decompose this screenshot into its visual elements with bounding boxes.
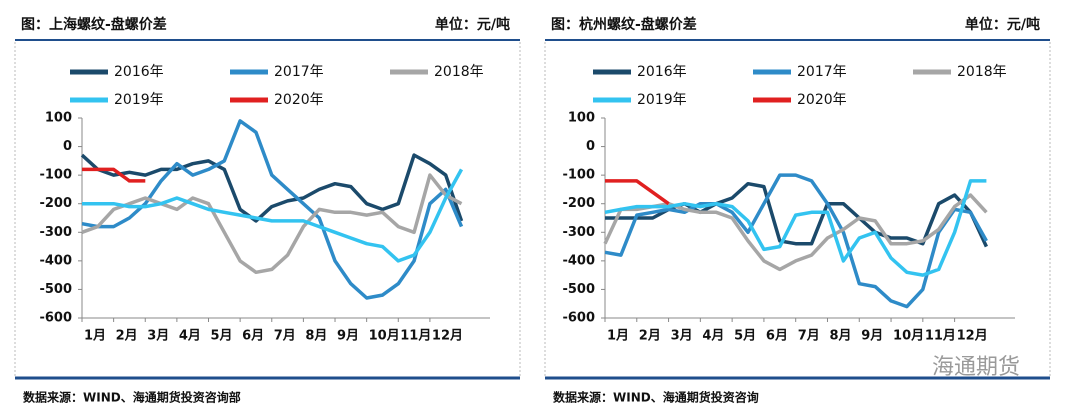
- y-tick-label: -100: [562, 168, 595, 183]
- x-tick-label: 12月: [957, 329, 988, 344]
- y-tick-label: -300: [562, 225, 595, 240]
- unit-label: 单位：元/吨: [965, 16, 1040, 33]
- x-tick-label: 11月: [400, 329, 431, 344]
- series-line: [80, 153, 464, 223]
- x-tick-label: 6月: [766, 329, 788, 344]
- x-tick-label: 11月: [925, 329, 956, 344]
- x-tick-label: 1月: [607, 329, 629, 344]
- x-tick-label: 10月: [369, 329, 400, 344]
- y-tick-label: -400: [562, 253, 595, 268]
- series-line: [82, 167, 146, 183]
- watermark: 海通期货: [932, 355, 1020, 380]
- y-tick-label: 0: [63, 139, 72, 154]
- y-tick-label: -600: [562, 311, 595, 326]
- y-tick-label: -100: [39, 168, 72, 183]
- series-line: [82, 168, 464, 263]
- legend-label: 2018年: [434, 64, 484, 80]
- x-tick-label: 5月: [734, 329, 756, 344]
- x-tick-label: 3月: [147, 329, 169, 344]
- x-tick-label: 6月: [242, 329, 264, 344]
- y-tick-label: 100: [568, 111, 595, 126]
- legend-label: 2017年: [797, 64, 847, 80]
- source-note: 数据来源：WIND、海通期货投资咨询部: [23, 390, 241, 405]
- series-line: [604, 179, 987, 277]
- source-note: 数据来源：WIND、海通期货投资咨询: [553, 390, 759, 405]
- y-tick-label: 0: [586, 139, 595, 154]
- x-tick-label: 5月: [211, 329, 233, 344]
- series-line: [81, 173, 463, 275]
- y-tick-label: -300: [39, 225, 72, 240]
- x-tick-label: 10月: [893, 329, 924, 344]
- x-tick-label: 2月: [639, 329, 661, 344]
- legend-label: 2017年: [274, 64, 324, 80]
- x-tick-label: 2月: [116, 329, 138, 344]
- legend-label: 2020年: [797, 92, 847, 108]
- x-tick-label: 1月: [84, 329, 106, 344]
- x-tick-label: 12月: [432, 329, 463, 344]
- y-tick-label: -200: [562, 196, 595, 211]
- chart-title: 图：杭州螺纹-盘螺价差: [551, 16, 697, 33]
- x-tick-label: 9月: [861, 329, 883, 344]
- x-tick-label: 4月: [702, 329, 724, 344]
- legend-label: 2016年: [114, 64, 164, 80]
- x-tick-label: 8月: [829, 329, 851, 344]
- x-tick-label: 8月: [305, 329, 327, 344]
- y-tick-label: -400: [39, 253, 72, 268]
- series-line: [81, 119, 464, 300]
- y-tick-label: 100: [45, 111, 72, 126]
- series-line: [604, 173, 988, 309]
- y-tick-label: -500: [39, 282, 72, 297]
- y-tick-label: -200: [39, 196, 72, 211]
- y-tick-label: -500: [562, 282, 595, 297]
- x-tick-label: 7月: [798, 329, 820, 344]
- legend-label: 2020年: [274, 92, 324, 108]
- x-tick-label: 9月: [337, 329, 359, 344]
- unit-label: 单位：元/吨: [435, 16, 510, 33]
- y-tick-label: -600: [39, 311, 72, 326]
- chart-title: 图：上海螺纹-盘螺价差: [21, 16, 167, 33]
- legend-label: 2019年: [637, 92, 687, 108]
- legend-label: 2019年: [114, 92, 164, 108]
- series-line: [605, 179, 670, 206]
- x-tick-label: 4月: [179, 329, 201, 344]
- x-tick-label: 7月: [274, 329, 296, 344]
- legend-label: 2016年: [637, 64, 687, 80]
- legend-label: 2018年: [957, 64, 1007, 80]
- x-tick-label: 3月: [671, 329, 693, 344]
